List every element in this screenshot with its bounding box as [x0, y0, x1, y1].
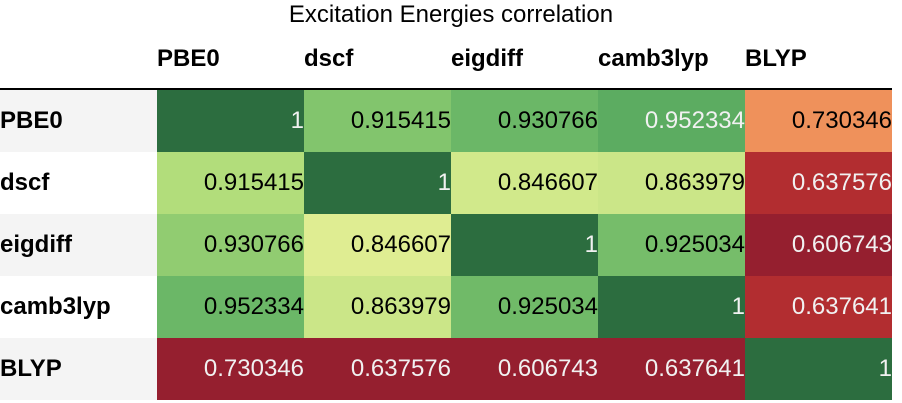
heatmap-cell: 1	[745, 338, 892, 400]
heatmap-cell: 0.637641	[598, 338, 745, 400]
col-header-blyp: BLYP	[745, 30, 892, 90]
heatmap-cell: 1	[304, 152, 451, 214]
table-row: eigdiff 0.930766 0.846607 1 0.925034 0.6…	[0, 214, 892, 276]
col-header-eigdiff: eigdiff	[451, 30, 598, 90]
heatmap-cell: 0.915415	[304, 90, 451, 152]
row-header-pbe0: PBE0	[0, 90, 157, 152]
heatmap-cell: 0.863979	[304, 276, 451, 338]
row-header-dscf: dscf	[0, 152, 157, 214]
heatmap-cell: 1	[598, 276, 745, 338]
table-row: BLYP 0.730346 0.637576 0.606743 0.637641…	[0, 338, 892, 400]
heatmap-cell: 0.637641	[745, 276, 892, 338]
heatmap-cell: 0.730346	[157, 338, 304, 400]
heatmap-cell: 0.952334	[598, 90, 745, 152]
row-header-camb3lyp: camb3lyp	[0, 276, 157, 338]
heatmap-cell: 0.846607	[304, 214, 451, 276]
table-row: dscf 0.915415 1 0.846607 0.863979 0.6375…	[0, 152, 892, 214]
chart-title: Excitation Energies correlation	[288, 1, 614, 28]
row-header-eigdiff: eigdiff	[0, 214, 157, 276]
heatmap-cell: 0.930766	[451, 90, 598, 152]
corner-cell	[0, 30, 157, 90]
heatmap-cell: 0.915415	[157, 152, 304, 214]
col-header-camb3lyp: camb3lyp	[598, 30, 745, 90]
table-row: camb3lyp 0.952334 0.863979 0.925034 1 0.…	[0, 276, 892, 338]
col-header-pbe0: PBE0	[157, 30, 304, 90]
heatmap-cell: 0.606743	[745, 214, 892, 276]
heatmap-cell: 0.930766	[157, 214, 304, 276]
heatmap-cell: 1	[157, 90, 304, 152]
heatmap-cell: 0.730346	[745, 90, 892, 152]
heatmap-cell: 0.606743	[451, 338, 598, 400]
row-header-blyp: BLYP	[0, 338, 157, 400]
table-row: PBE0 1 0.915415 0.930766 0.952334 0.7303…	[0, 90, 892, 152]
heatmap-cell: 1	[451, 214, 598, 276]
header-row: PBE0 dscf eigdiff camb3lyp BLYP	[0, 30, 892, 90]
heatmap-cell: 0.637576	[745, 152, 892, 214]
correlation-table: PBE0 dscf eigdiff camb3lyp BLYP PBE0 1 0…	[0, 30, 892, 400]
heatmap-cell: 0.952334	[157, 276, 304, 338]
heatmap-cell: 0.863979	[598, 152, 745, 214]
heatmap-cell: 0.925034	[451, 276, 598, 338]
col-header-dscf: dscf	[304, 30, 451, 90]
heatmap-cell: 0.637576	[304, 338, 451, 400]
heatmap-cell: 0.925034	[598, 214, 745, 276]
heatmap-cell: 0.846607	[451, 152, 598, 214]
